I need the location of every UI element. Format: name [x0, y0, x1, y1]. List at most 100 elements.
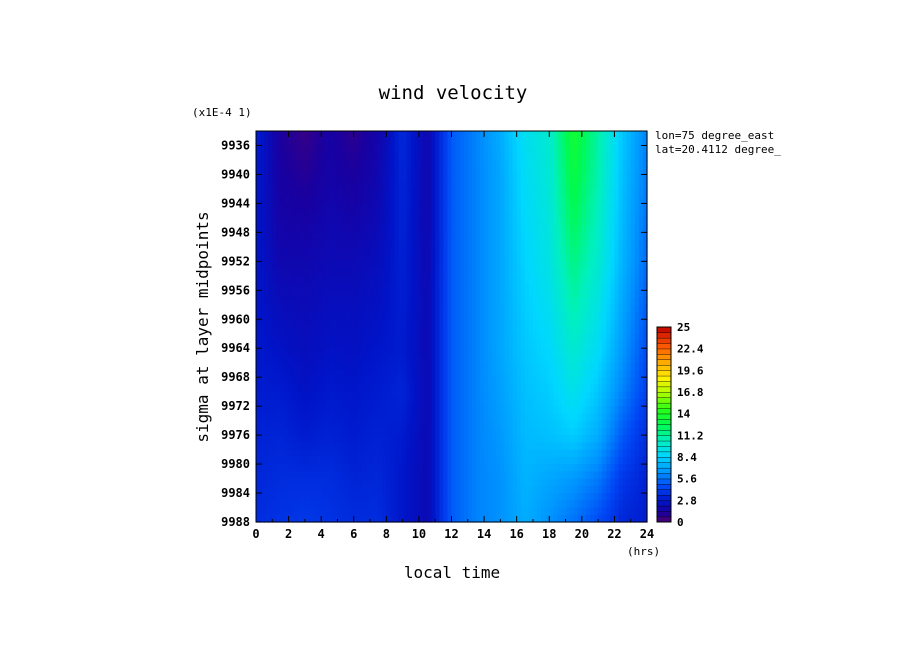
heatmap-cell [418, 456, 424, 465]
heatmap-cell [394, 239, 400, 248]
heatmap-cell [610, 464, 616, 472]
heatmap-cell [284, 145, 290, 154]
heatmap-cell [541, 254, 546, 262]
heatmap-cell [402, 355, 408, 364]
heatmap-cell [378, 152, 383, 161]
heatmap-cell [272, 478, 277, 487]
heatmap-cell [337, 275, 343, 284]
heatmap-cell [304, 471, 310, 480]
heatmap-cell [475, 413, 481, 422]
heatmap-cell [264, 384, 269, 393]
heatmap-cell [520, 275, 526, 284]
heatmap-cell [480, 449, 485, 458]
heatmap-cell [317, 159, 322, 168]
heatmap-cell [618, 326, 624, 335]
heatmap-cell [370, 348, 375, 357]
heatmap-cell [386, 340, 391, 349]
heatmap-cell [382, 181, 387, 190]
heatmap-cell [549, 413, 554, 422]
heatmap-cell [256, 500, 261, 509]
heatmap-cell [268, 355, 273, 364]
heatmap-cell [349, 167, 355, 176]
heatmap-cell [569, 232, 575, 241]
heatmap-cell [418, 427, 424, 436]
heatmap-cell [292, 239, 298, 248]
heatmap-cell [308, 362, 314, 371]
heatmap-cell [626, 159, 632, 168]
heatmap-cell [304, 225, 310, 233]
heatmap-cell [642, 478, 648, 487]
heatmap-cell [520, 456, 526, 465]
heatmap-cell [549, 398, 554, 407]
heatmap-cell [313, 174, 318, 183]
heatmap-cell [532, 283, 538, 291]
heatmap-cell [406, 239, 412, 248]
heatmap-cell [341, 369, 347, 378]
heatmap-cell [304, 449, 310, 458]
heatmap-cell [406, 131, 412, 139]
heatmap-cell [541, 210, 546, 219]
heatmap-cell [394, 485, 400, 494]
heatmap-cell [431, 456, 436, 465]
heatmap-cell [455, 326, 461, 335]
heatmap-cell [325, 377, 330, 386]
heatmap-cell [402, 283, 408, 291]
heatmap-cell [614, 485, 620, 494]
heatmap-cell [329, 181, 334, 190]
heatmap-cell [573, 319, 579, 328]
heatmap-cell [378, 312, 383, 320]
heatmap-cell [504, 167, 510, 176]
heatmap-cell [272, 485, 277, 494]
heatmap-cell [618, 485, 624, 494]
heatmap-cell [443, 478, 449, 487]
heatmap-cell [622, 427, 628, 436]
heatmap-cell [557, 398, 563, 407]
heatmap-cell [642, 210, 648, 219]
heatmap-cell [585, 254, 591, 262]
heatmap-cell [508, 369, 514, 378]
heatmap-cell [333, 297, 339, 306]
heatmap-cell [313, 377, 318, 386]
heatmap-cell [475, 391, 481, 400]
heatmap-cell [394, 500, 400, 509]
heatmap-cell [382, 333, 387, 342]
heatmap-cell [504, 210, 510, 219]
heatmap-cell [500, 427, 506, 436]
heatmap-cell [520, 348, 526, 357]
heatmap-cell [394, 261, 400, 270]
heatmap-cell [431, 181, 436, 190]
heatmap-cell [402, 152, 408, 161]
heatmap-cell [577, 261, 583, 270]
heatmap-cell [549, 138, 554, 147]
heatmap-cell [480, 275, 485, 284]
heatmap-cell [357, 362, 363, 371]
heatmap-cell [577, 174, 583, 183]
heatmap-cell [496, 196, 501, 205]
heatmap-cell [585, 435, 591, 443]
heatmap-cell [541, 319, 546, 328]
heatmap-cell [382, 348, 387, 357]
heatmap-cell [345, 471, 351, 480]
heatmap-cell [589, 391, 595, 400]
heatmap-cell [642, 391, 648, 400]
heatmap-cell [500, 210, 506, 219]
heatmap-cell [304, 239, 310, 248]
heatmap-cell [496, 333, 501, 342]
heatmap-cell [545, 145, 550, 154]
heatmap-cell [500, 464, 506, 472]
heatmap-cell [333, 275, 339, 284]
heatmap-cell [561, 138, 567, 147]
heatmap-cell [337, 398, 343, 407]
heatmap-cell [443, 152, 449, 161]
heatmap-cell [370, 283, 375, 291]
heatmap-cell [451, 261, 457, 270]
heatmap-cell [614, 355, 620, 364]
heatmap-cell [581, 232, 587, 241]
heatmap-cell [321, 442, 326, 451]
heatmap-cell [614, 297, 620, 306]
heatmap-cell [296, 254, 302, 262]
heatmap-cell [516, 493, 522, 501]
heatmap-cell [549, 333, 554, 342]
heatmap-cell [598, 449, 603, 458]
heatmap-cell [382, 355, 387, 364]
